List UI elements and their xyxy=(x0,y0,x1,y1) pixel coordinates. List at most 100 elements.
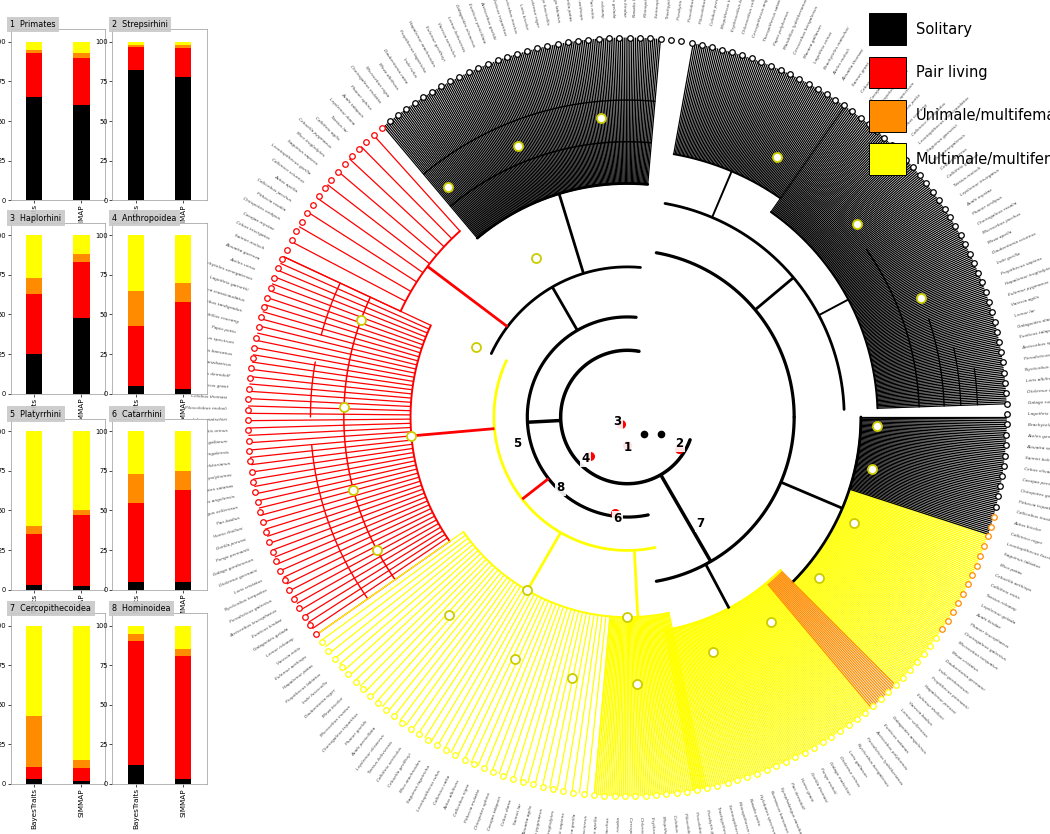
Text: Galagoides olivaceus: Galagoides olivaceus xyxy=(455,4,476,48)
Text: Cebuella geoffroyi: Cebuella geoffroyi xyxy=(387,752,413,788)
Bar xyxy=(175,431,191,471)
Text: Callithrix guereza: Callithrix guereza xyxy=(947,153,981,179)
Text: Aotus bicolor: Aotus bicolor xyxy=(1013,521,1042,533)
Text: Rhinopithecus coucang: Rhinopithecus coucang xyxy=(737,801,755,834)
Text: Galagoides angolensis: Galagoides angolensis xyxy=(891,716,926,755)
Text: Hylobates spectrum: Hylobates spectrum xyxy=(758,794,777,834)
Bar xyxy=(74,761,89,768)
Text: Cacajao talapoin: Cacajao talapoin xyxy=(487,796,502,831)
Text: Cercopithecus bancanus: Cercopithecus bancanus xyxy=(178,344,232,356)
Text: 6: 6 xyxy=(613,512,622,525)
Text: Indri gorilla: Indri gorilla xyxy=(996,253,1021,265)
Text: Loris gallarum: Loris gallarum xyxy=(847,750,867,777)
Text: Alouatta guereza: Alouatta guereza xyxy=(225,243,260,261)
Bar xyxy=(26,585,42,590)
Bar xyxy=(175,582,191,590)
Text: Gorilla preussi: Gorilla preussi xyxy=(216,537,247,550)
Text: Lepilemur gelada: Lepilemur gelada xyxy=(980,603,1015,625)
Text: 3: 3 xyxy=(613,414,622,428)
Text: Ateles geoffroyi: Ateles geoffroyi xyxy=(1027,435,1050,440)
Text: Pithecia tripartitus: Pithecia tripartitus xyxy=(1018,500,1050,512)
Text: Arctocebus leucophaeus: Arctocebus leucophaeus xyxy=(229,608,277,638)
Bar xyxy=(26,431,42,526)
Text: Daubentonia catta: Daubentonia catta xyxy=(382,48,407,84)
Text: Lepilemur trivirgatus: Lepilemur trivirgatus xyxy=(960,168,1001,198)
Bar xyxy=(26,626,42,716)
Text: Brachyteles troglodytes: Brachyteles troglodytes xyxy=(542,810,555,834)
Text: Saimiri lar: Saimiri lar xyxy=(513,802,523,825)
Text: Pongo labiatus: Pongo labiatus xyxy=(551,0,561,23)
Text: Chlorocebus mystax: Chlorocebus mystax xyxy=(639,817,645,834)
Text: Otolemur germaini: Otolemur germaini xyxy=(218,569,258,588)
Text: Loris bicolor: Loris bicolor xyxy=(518,3,528,30)
Text: Trachypithecus cristatus: Trachypithecus cristatus xyxy=(667,0,676,19)
Bar xyxy=(128,42,144,45)
Text: Eulemur aethiops: Eulemur aethiops xyxy=(275,655,308,681)
Text: 5  Platyrrhini: 5 Platyrrhini xyxy=(10,409,62,419)
Bar xyxy=(26,50,42,53)
Text: Pithecia spectrum: Pithecia spectrum xyxy=(886,82,916,114)
Text: Cebus trivirgatus: Cebus trivirgatus xyxy=(234,220,270,241)
Text: Piliocolobus moholi: Piliocolobus moholi xyxy=(186,406,227,411)
Text: 7: 7 xyxy=(697,517,705,530)
Text: Eulemur tholloni: Eulemur tholloni xyxy=(915,692,944,721)
Bar xyxy=(175,283,191,302)
Text: Theropithecus rosalia: Theropithecus rosalia xyxy=(616,817,622,834)
Bar xyxy=(175,650,191,656)
Text: Pongo pennantii: Pongo pennantii xyxy=(215,548,250,564)
Text: Saguinus labiatus: Saguinus labiatus xyxy=(1003,553,1041,570)
Text: Galagoides diana: Galagoides diana xyxy=(1016,316,1050,329)
Text: Avahi mystax: Avahi mystax xyxy=(966,188,993,207)
Text: Callicebus potto: Callicebus potto xyxy=(895,93,922,122)
Text: Mico patas: Mico patas xyxy=(999,563,1022,575)
Text: Colobus preussi: Colobus preussi xyxy=(710,0,721,26)
Text: Chiropotes bancanus: Chiropotes bancanus xyxy=(878,69,910,108)
Text: Cebuella verus: Cebuella verus xyxy=(940,147,968,170)
Text: Loris cristatus: Loris cristatus xyxy=(233,579,262,595)
Text: 1: 1 xyxy=(624,441,631,455)
Bar xyxy=(26,716,42,766)
Bar xyxy=(26,98,42,200)
Text: Tarsius moloch: Tarsius moloch xyxy=(953,166,982,188)
Text: Theropithecus spectrum: Theropithecus spectrum xyxy=(182,331,234,345)
Text: Indri fuscicollis: Indri fuscicollis xyxy=(302,681,329,705)
Text: Symphalangus roloway: Symphalangus roloway xyxy=(597,0,605,18)
Text: Leontopithecus fuscicollis: Leontopithecus fuscicollis xyxy=(1006,542,1050,564)
Bar xyxy=(175,48,191,77)
Text: Mandrillus coucang: Mandrillus coucang xyxy=(197,309,239,324)
Text: Pan mitis: Pan mitis xyxy=(588,0,593,18)
Text: Rhinopithecus galeritus: Rhinopithecus galeritus xyxy=(645,0,651,18)
Text: Perodicticus galeritus: Perodicticus galeritus xyxy=(229,599,272,624)
Text: Nasalis leucophaeus: Nasalis leucophaeus xyxy=(633,0,638,17)
Text: Callithrix seniculus: Callithrix seniculus xyxy=(377,746,403,783)
Text: Mandrillus lydekkerianus: Mandrillus lydekkerianus xyxy=(783,0,808,50)
Bar xyxy=(74,768,89,781)
Text: 6  Catarrhini: 6 Catarrhini xyxy=(112,409,162,419)
Bar xyxy=(128,474,144,503)
Text: Miopithecus grant: Miopithecus grant xyxy=(189,382,228,389)
Text: Saimiri boliviensis: Saimiri boliviensis xyxy=(1026,456,1050,465)
Text: Procolobus senegalensis: Procolobus senegalensis xyxy=(694,811,708,834)
Text: Tarsius lar: Tarsius lar xyxy=(330,115,348,133)
Text: Pongo moholi: Pongo moholi xyxy=(819,766,837,795)
Text: Lemur roloway: Lemur roloway xyxy=(266,636,295,658)
Bar xyxy=(128,765,144,784)
Text: Propithecus labiatus: Propithecus labiatus xyxy=(285,672,321,704)
Text: Piliocolobus pennantii: Piliocolobus pennantii xyxy=(699,0,712,24)
Text: Ateles pygmaeus: Ateles pygmaeus xyxy=(532,808,545,834)
Text: Galago gordonorum: Galago gordonorum xyxy=(212,558,254,577)
Text: Saguinus lagotricha: Saguinus lagotricha xyxy=(406,764,432,803)
Text: Hapalemur arachnoides: Hapalemur arachnoides xyxy=(407,20,436,68)
Bar xyxy=(74,53,89,58)
Text: Nomascus angolensis: Nomascus angolensis xyxy=(189,495,235,508)
Text: Chiropotes oedipus: Chiropotes oedipus xyxy=(242,197,280,221)
Text: Lemur boliviensis: Lemur boliviensis xyxy=(446,16,466,53)
Text: Aotus apella: Aotus apella xyxy=(273,174,298,193)
Text: Trachypithecus crassicaudatus: Trachypithecus crassicaudatus xyxy=(716,806,735,834)
Text: Euoticus talapoin: Euoticus talapoin xyxy=(1020,328,1050,339)
Text: Pithecia rosalia: Pithecia rosalia xyxy=(255,191,286,212)
Text: Cercopithecus oedipus: Cercopithecus oedipus xyxy=(628,817,633,834)
Text: Callicebus jacchus: Callicebus jacchus xyxy=(256,177,292,202)
Text: Presbytis germaini: Presbytis germaini xyxy=(677,0,687,20)
Bar xyxy=(128,634,144,641)
